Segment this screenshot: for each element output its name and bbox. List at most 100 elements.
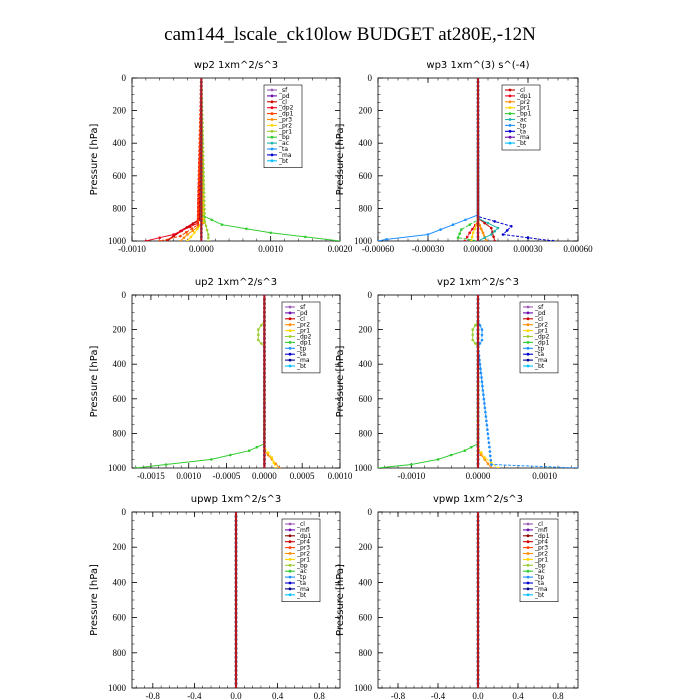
series-marker — [247, 449, 251, 453]
series-marker — [483, 402, 486, 405]
legend-marker — [288, 329, 292, 332]
series-line — [477, 295, 578, 468]
legend-label: _ma — [296, 586, 310, 593]
series-marker — [481, 389, 485, 392]
series-marker — [203, 211, 206, 215]
legend-label: _ma — [296, 357, 310, 364]
series-group — [476, 512, 480, 688]
series-marker — [426, 233, 430, 236]
panel-title: vp2 1xm^2/s^3 — [437, 277, 519, 288]
x-tick-label: 0.0 — [230, 691, 242, 700]
legend-label: _ma — [278, 152, 292, 159]
series-marker — [186, 239, 189, 241]
legend-marker — [288, 528, 292, 532]
x-tick-label: 0.8 — [314, 691, 326, 700]
legend-marker — [526, 534, 530, 538]
y-tick-label: 800 — [113, 648, 127, 658]
series-marker — [304, 235, 307, 239]
legend-label: _bp — [534, 562, 546, 569]
series-marker — [229, 453, 232, 457]
legend-marker — [508, 118, 512, 121]
series-marker — [202, 171, 205, 174]
legend-marker — [270, 112, 274, 115]
legend-label: _sf — [534, 304, 544, 311]
legend-marker — [526, 329, 530, 332]
legend-marker — [288, 358, 292, 362]
x-tick-label: -0.4 — [431, 691, 446, 700]
legend-marker — [508, 106, 512, 110]
legend-box — [281, 301, 321, 374]
legend-marker — [526, 575, 530, 579]
legend-label: _ma — [534, 586, 548, 593]
legend-label: _tp — [296, 345, 306, 352]
x-tick-label: 0.00060 — [563, 244, 593, 254]
legend-marker — [288, 522, 292, 526]
series-marker — [482, 397, 486, 401]
legend-marker — [288, 552, 292, 555]
x-tick-label: -0.0005 — [213, 471, 241, 481]
series-marker — [207, 239, 210, 241]
legend-marker — [288, 581, 292, 585]
panel-title: upwp 1xm^2/s^3 — [191, 494, 281, 505]
legend-label: _tp — [534, 345, 544, 352]
series-group — [144, 78, 340, 241]
series-marker — [197, 190, 200, 194]
legend-label: _bp — [296, 562, 308, 569]
series-marker — [458, 232, 462, 235]
series-marker — [191, 222, 195, 225]
legend-label: _bt — [534, 592, 545, 599]
legend-label: _dp1 — [516, 93, 532, 100]
series-marker — [270, 456, 274, 459]
legend-marker — [526, 311, 530, 315]
series-marker — [197, 178, 201, 182]
legend-box — [519, 301, 559, 374]
series-marker — [158, 236, 161, 239]
series-marker — [483, 221, 487, 225]
series-marker — [470, 235, 474, 239]
series-marker — [488, 450, 492, 453]
series-marker — [197, 170, 201, 173]
y-tick-label: 400 — [113, 138, 127, 148]
legend-marker — [526, 569, 530, 573]
legend-marker — [270, 159, 274, 163]
series-marker — [484, 415, 488, 418]
y-tick-label: 600 — [113, 613, 127, 623]
chart-panel: wp3 1xm^(3) s^(-4) Pressure [hPa] 0 200 400 6… — [335, 60, 593, 254]
series-marker — [486, 432, 490, 436]
series-marker — [480, 453, 483, 457]
legend-label: _sf — [278, 87, 288, 94]
legend-marker — [526, 335, 530, 338]
series-marker — [471, 333, 475, 337]
series-marker — [207, 236, 210, 239]
legend-marker — [288, 593, 292, 597]
y-tick-label: 800 — [359, 203, 373, 213]
y-tick-label: 600 — [359, 394, 373, 404]
legend-box — [281, 518, 321, 602]
legend-label: _pr2 — [534, 551, 548, 558]
y-tick-label: 0 — [122, 73, 127, 83]
series-marker — [202, 166, 205, 170]
x-tick-label: 0.4 — [272, 691, 284, 700]
y-tick-label: 1000 — [108, 463, 127, 473]
legend-marker — [526, 587, 530, 591]
legend-marker — [288, 364, 292, 368]
y-tick-label: 0 — [368, 507, 373, 517]
series-marker — [510, 225, 513, 228]
series-marker — [551, 239, 555, 241]
series-marker — [202, 179, 206, 182]
y-tick-label: 1000 — [108, 236, 127, 246]
legend-label: _ta — [534, 580, 544, 587]
y-axis-label: Pressure [hPa] — [89, 124, 100, 196]
legend-marker — [288, 587, 292, 591]
series-marker — [482, 393, 485, 397]
y-tick-label: 200 — [359, 325, 373, 335]
legend-box — [519, 518, 559, 602]
legend-label: _pr4 — [296, 539, 310, 546]
y-tick-label: 1000 — [108, 683, 127, 693]
legend-label: _pr2 — [296, 551, 310, 558]
series-marker — [197, 182, 201, 186]
legend-label: _bt — [516, 140, 527, 147]
series-marker — [188, 225, 192, 229]
